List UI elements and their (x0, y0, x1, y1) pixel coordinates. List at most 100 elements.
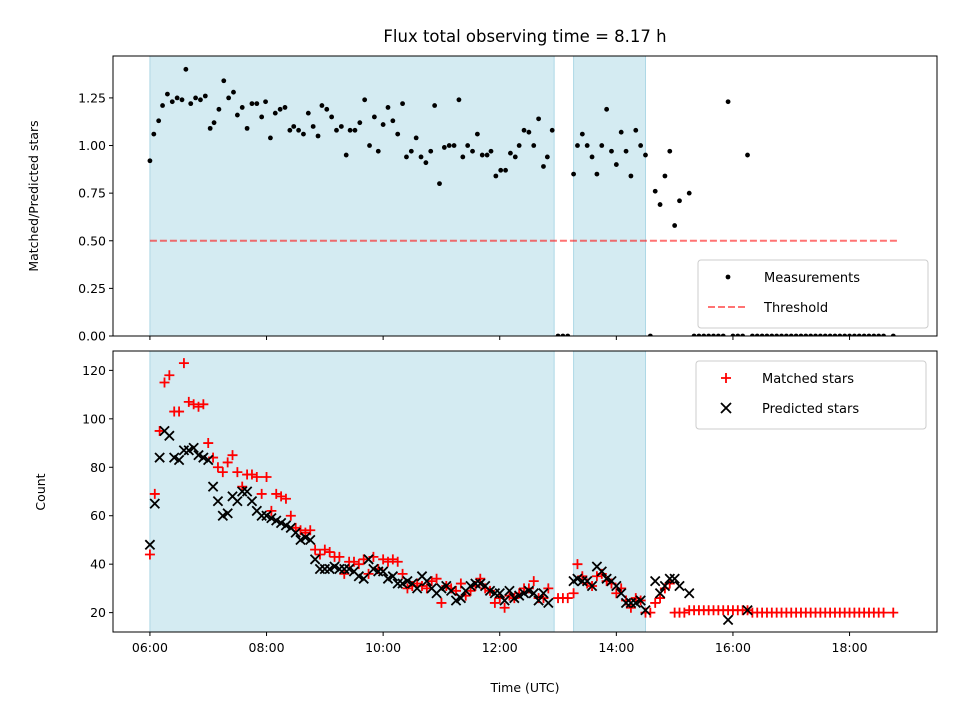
y-tick-label: 60 (90, 508, 106, 523)
predicted-stars-point (625, 597, 637, 609)
measurements-point (701, 333, 707, 336)
matched-stars-point (261, 471, 272, 482)
measurements-point (691, 333, 697, 336)
measurements-point (428, 148, 434, 154)
matched-stars-point (174, 406, 185, 417)
matched-stars-point (178, 358, 189, 369)
matched-stars-point (436, 597, 447, 608)
measurements-point (207, 125, 213, 131)
measurements-point (385, 105, 391, 110)
predicted-stars-point (202, 454, 214, 466)
matched-stars-point (149, 488, 160, 499)
measurements-point (305, 110, 311, 116)
measurements-point (633, 127, 639, 133)
predicted-stars-point (494, 588, 505, 599)
measurements-legend-label: Measurements (764, 271, 860, 286)
measurements-point (584, 143, 590, 148)
predicted-stars-point (256, 510, 267, 521)
x-tick-label: 12:00 (482, 640, 518, 655)
predicted-stars-point (392, 578, 403, 589)
measurements-point (822, 333, 828, 336)
measurements-point (706, 333, 712, 336)
measurements-point (470, 148, 475, 154)
measurements-point (803, 333, 809, 336)
predicted-stars-point (178, 445, 190, 456)
measurements-point (779, 333, 784, 336)
measurements-point (334, 127, 339, 133)
measurements-point (287, 127, 293, 133)
measurements-point (852, 333, 857, 336)
measurements-point (808, 333, 814, 336)
legend-box (695, 360, 927, 430)
measurements-point (259, 114, 265, 120)
matched-stars-point (339, 568, 350, 579)
measurements-point (404, 154, 409, 160)
measurements-point (310, 124, 316, 129)
y-tick-label: 100 (82, 411, 106, 426)
matched-stars-point (198, 399, 209, 410)
measurements-point (174, 95, 180, 101)
predicted-stars-point (455, 592, 467, 604)
measurements-point (329, 114, 335, 120)
measurements-point (183, 66, 189, 72)
matched-stars-point (193, 401, 204, 412)
measurements-point (647, 333, 653, 336)
predicted-stars-point (649, 575, 661, 587)
matched-stars-point (164, 370, 175, 381)
measurements-point (400, 101, 405, 107)
measurements-point (432, 103, 438, 108)
predicted-stars-point (528, 588, 539, 599)
matched-stars-point (246, 469, 257, 480)
measurements-point (628, 173, 634, 179)
matched-stars-point (183, 396, 194, 407)
matched-stars-point (421, 583, 432, 594)
matched-stars-point (528, 576, 539, 587)
measurements-point (291, 124, 297, 129)
predicted-stars-point (683, 588, 695, 599)
measurements-point (599, 143, 605, 148)
measurements-point (352, 127, 358, 133)
bottom-observing-spans (149, 350, 646, 633)
y-tick-label: 40 (90, 557, 106, 572)
y-tick-label: 1.25 (78, 90, 106, 105)
predicted-stars-point (669, 573, 680, 584)
measurements-point (272, 110, 278, 116)
matched-stars-point (489, 597, 500, 608)
measurements-point (686, 190, 692, 196)
top-plot-area: 0.00 0.25 0.50 0.75 1.00 1.25 Flux total obse… (26, 27, 938, 344)
measurements-point (890, 333, 896, 336)
measurements-point (749, 333, 755, 336)
top-plot-marks (147, 66, 899, 336)
measurements-point (745, 152, 750, 158)
measurements-point (277, 106, 283, 112)
predicted-stars-point (421, 575, 433, 587)
matched-stars-legend-label: Matched stars (762, 372, 854, 387)
predicted-stars-point (290, 527, 301, 538)
measurements-point (268, 135, 273, 141)
predicted-stars-point (411, 583, 423, 594)
measurements-point (837, 333, 843, 336)
x-tick-label: 14:00 (598, 640, 634, 655)
measurements-point (179, 97, 185, 103)
legend-box (697, 259, 929, 329)
predicted-stars-point (654, 588, 666, 599)
matched-stars-point (222, 457, 233, 468)
matched-stars-point (591, 571, 602, 582)
predicted-stars-point (596, 566, 608, 577)
measurements-point (720, 333, 726, 336)
predicted-stars-point (538, 588, 549, 599)
matched-stars-point (310, 544, 321, 555)
predicted-stars-point (373, 566, 384, 577)
measurements-point (817, 333, 823, 336)
predicted-stars-point (319, 563, 331, 575)
matched-stars-point (324, 547, 335, 558)
x-tick-label: 08:00 (249, 640, 285, 655)
measurements-point (418, 154, 424, 160)
predicted-stars-point (742, 604, 753, 616)
measurements-point (375, 148, 381, 154)
measurements-point (798, 333, 804, 336)
bottom-y-ticks: 20 40 60 80 100 120 (82, 363, 113, 620)
predicted-stars-legend-label: Predicted stars (762, 402, 859, 417)
matched-stars-point (314, 549, 325, 560)
bottom-plot-marks (144, 358, 899, 626)
